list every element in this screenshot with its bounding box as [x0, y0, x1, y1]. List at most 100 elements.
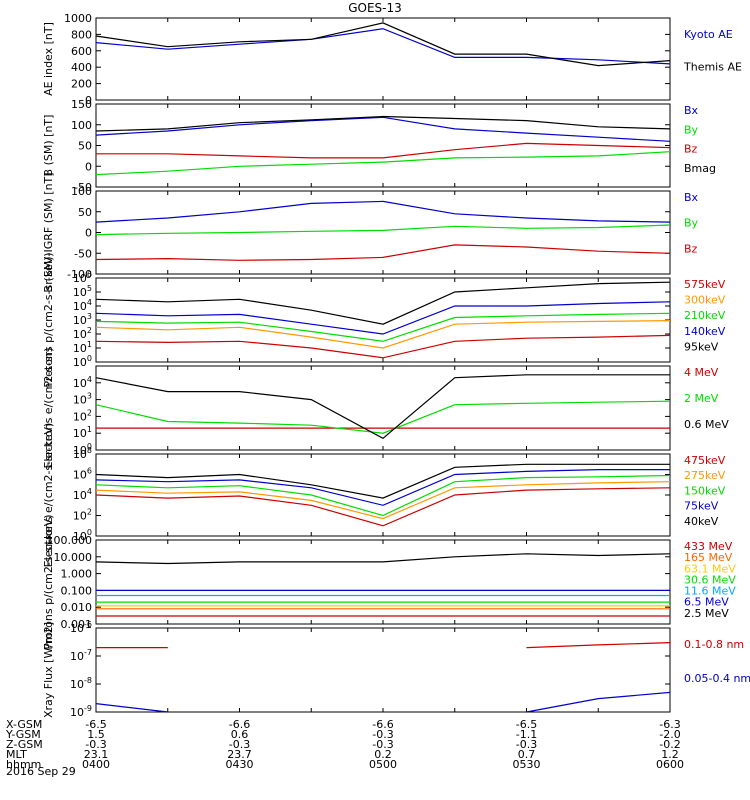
legend-entry: 0.05-0.4 nm	[684, 672, 750, 685]
footer-cell: 0530	[513, 758, 541, 771]
footer-cell: 0600	[656, 758, 684, 771]
series-line-150kev	[95, 474, 671, 517]
legend-entry: 40keV	[684, 515, 719, 528]
y-tick-label: 800	[71, 28, 92, 41]
legend-entry: 575keV	[684, 278, 726, 291]
legend-entry: 2 MeV	[684, 392, 719, 405]
legend-entry: 4 MeV	[684, 366, 719, 379]
legend-entry: 300keV	[684, 294, 726, 307]
legend-entry: 433 MeV	[684, 540, 733, 553]
footer-cell: -6.6	[229, 718, 250, 731]
series-line-0-05-0-4-nm	[95, 703, 168, 713]
y-axis-label: B (SM) [nT]	[42, 115, 55, 177]
series-line-bx	[95, 116, 671, 142]
legend-entry: 165 MeV	[684, 551, 733, 564]
y-axis-label: Xray Flux [W/m2]	[42, 622, 55, 718]
footer-cell: 0.7	[518, 748, 536, 761]
y-axis-label: Electrons e/(cm2-s-sr)	[42, 347, 55, 468]
series-line-bmag	[95, 115, 671, 132]
y-axis-label: Protons p/(cm2-s-sr-keV)	[42, 252, 55, 387]
y-tick-label: 100	[73, 354, 92, 369]
y-tick-label: 100	[71, 185, 92, 198]
series-line-by	[95, 151, 671, 176]
legend-entry: Bz	[684, 242, 698, 255]
footer-cell: -0.3	[229, 738, 250, 751]
series-line-bx	[95, 200, 671, 223]
footer-cell: -1.1	[516, 728, 537, 741]
y-tick-label: 10-8	[70, 676, 92, 691]
panel-frame	[95, 277, 671, 363]
footer-cell: -0.3	[372, 728, 393, 741]
series-line-bz	[96, 142, 671, 159]
panel-8: 10-9 10-8 10-7 10-6 Xray Flux [W/m2] 0.1-0.8 …	[42, 620, 750, 719]
series-line-2-5-mev	[95, 553, 671, 565]
footer-cell: -0.3	[85, 738, 106, 751]
legend-entry: Bx	[684, 104, 699, 117]
y-tick-label: 10.000	[54, 551, 93, 564]
y-tick-label: 0.001	[61, 618, 93, 631]
y-tick-label: 1000	[64, 12, 92, 25]
y-tick-label: -50	[74, 247, 92, 260]
footer-row-label: X-GSM	[6, 718, 42, 731]
y-tick-label: 104	[73, 487, 92, 502]
y-tick-label: 101	[73, 425, 92, 440]
footer-cell: 23.7	[227, 748, 252, 761]
series-line-575kev	[95, 334, 671, 359]
footer-cell: 23.1	[84, 748, 109, 761]
legend-entry: 475keV	[684, 454, 726, 467]
y-tick-label: 10-9	[70, 704, 92, 719]
y-axis-label: B (SM)-IGRF (SM) [nT]	[42, 172, 55, 292]
legend-entry: 2.5 MeV	[684, 607, 729, 620]
footer-row-label: hhmm	[6, 758, 41, 771]
series-line-themis-ae	[95, 22, 671, 67]
series-line-2-mev	[95, 400, 671, 434]
legend-entry: 30.6 MeV	[684, 573, 736, 586]
y-tick-label: 102	[73, 408, 92, 423]
panel-3: -100 -50 0 50 100 B (SM)-IGRF (SM) [nT] Bx By Bz	[42, 172, 699, 292]
y-tick-label: -100	[67, 268, 92, 281]
y-tick-label: 102	[73, 326, 92, 341]
legend-entry: 0.6 MeV	[684, 418, 729, 431]
y-tick-label: 106	[73, 467, 92, 482]
y-axis-label: AE index [nT]	[42, 22, 55, 96]
y-tick-label: 50	[78, 206, 92, 219]
legend-entry: 140keV	[684, 325, 726, 338]
series-line-75kev	[95, 469, 670, 506]
legend-entry: By	[684, 217, 699, 230]
y-tick-label: 101	[73, 340, 92, 355]
y-tick-label: 10-6	[70, 620, 92, 635]
series-line-bz	[95, 244, 671, 261]
y-tick-label: 0	[85, 94, 92, 107]
series-line-by	[95, 224, 671, 236]
legend-entry: 6.5 MeV	[684, 596, 729, 609]
footer-row-label: Y-GSM	[5, 728, 41, 741]
y-tick-label: 102	[73, 508, 92, 523]
footer-cell: 1.5	[87, 728, 105, 741]
y-tick-label: 50	[78, 140, 92, 153]
y-tick-label: 600	[71, 45, 92, 58]
y-tick-label: 106	[73, 270, 92, 285]
series-line-0-1-0-8-nm	[526, 642, 671, 649]
footer-cell: 0400	[82, 758, 110, 771]
y-tick-label: 200	[71, 78, 92, 91]
legend-entry: Bmag	[684, 162, 716, 175]
legend-entry: Themis AE	[683, 61, 742, 74]
footer-cell: -6.6	[372, 718, 393, 731]
footer-cell: -0.3	[372, 738, 393, 751]
panel-frame	[95, 453, 671, 537]
footer-cell: 0.6	[231, 728, 249, 741]
legend-entry: 210keV	[684, 309, 726, 322]
legend-entry: By	[684, 123, 699, 136]
series-line-300kev	[95, 320, 671, 349]
legend-entry: 11.6 MeV	[684, 585, 736, 598]
y-tick-label: 1.000	[61, 568, 93, 581]
footer-cell: -0.3	[516, 738, 537, 751]
y-tick-label: 10-7	[70, 648, 92, 663]
series-line-275kev	[95, 481, 671, 520]
footer-cell: -6.5	[85, 718, 106, 731]
series-line-140kev	[95, 301, 671, 335]
